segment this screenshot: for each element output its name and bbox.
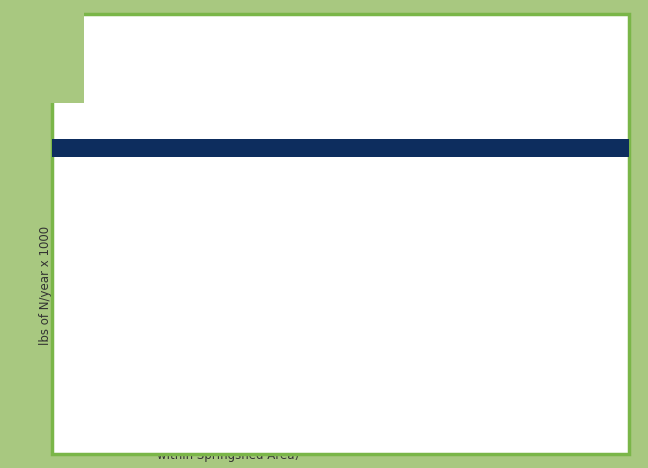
Y-axis label: lbs of N/year x 1000: lbs of N/year x 1000 — [40, 226, 52, 345]
Bar — [172, 260, 284, 407]
Text: Comparison of Nitrogen Load from Sprayfield
and Septic Tanks in Springshed Area: Comparison of Nitrogen Load from Sprayfi… — [70, 20, 529, 60]
Bar — [422, 211, 535, 407]
